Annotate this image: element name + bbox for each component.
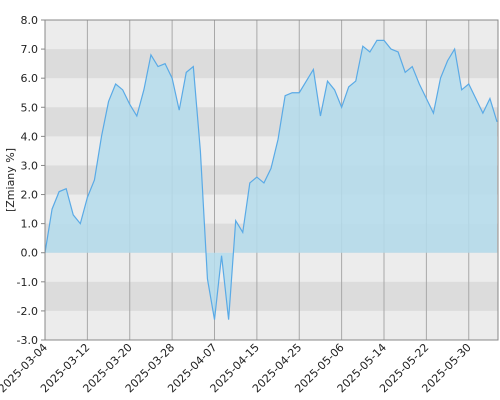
y-tick-label: 5.0 [21, 101, 39, 114]
y-tick-label: 7.0 [21, 43, 39, 56]
y-tick-label: 4.0 [21, 130, 39, 143]
y-tick-label: 6.0 [21, 72, 39, 85]
grid-band [45, 49, 498, 79]
y-tick-label: 2.0 [21, 189, 39, 202]
plot-frame [44, 19, 499, 341]
line [44, 39, 498, 320]
grid-band [45, 281, 498, 311]
y-tick-label: -2.0 [17, 305, 38, 318]
y-tick-label: -3.0 [17, 334, 38, 347]
area [45, 40, 497, 320]
y-tick-label: 0.0 [21, 247, 39, 260]
y-tick-label: 8.0 [21, 14, 39, 27]
y-tick-label: 3.0 [21, 159, 39, 172]
y-axis-label: [Zmiany %] [4, 148, 17, 212]
y-tick-label: -1.0 [17, 276, 38, 289]
y-tick-label: 1.0 [21, 218, 39, 231]
